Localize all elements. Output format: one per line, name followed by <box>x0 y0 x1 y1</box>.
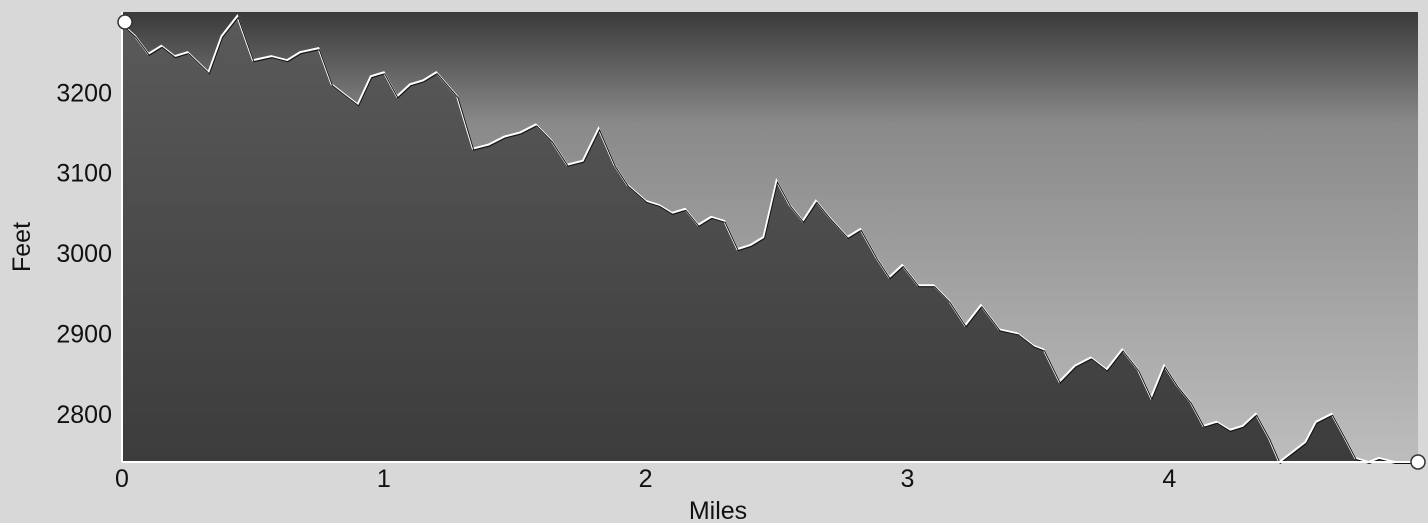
y-tick-label: 3100 <box>56 160 112 188</box>
x-axis-title: Miles <box>689 497 747 523</box>
area-layer <box>121 13 1412 465</box>
y-tick-label: 3000 <box>56 240 112 268</box>
x-tick-label: 1 <box>377 465 391 493</box>
start-marker <box>117 14 133 30</box>
x-tick-label: 2 <box>639 465 653 493</box>
y-tick-label: 2800 <box>56 401 112 429</box>
y-tick-label: 3200 <box>56 79 112 107</box>
x-tick-label: 0 <box>115 465 129 493</box>
x-tick-labels: 0 1 2 3 4 <box>115 465 1176 493</box>
elevation-line-shadow <box>122 16 1412 465</box>
y-axis-title: Feet <box>8 222 36 272</box>
y-tick-label: 2900 <box>56 320 112 348</box>
elevation-line <box>121 13 1411 464</box>
elevation-area <box>122 16 1411 462</box>
end-marker <box>1410 454 1426 470</box>
x-tick-label: 4 <box>1162 465 1176 493</box>
y-tick-labels: 3200 3100 3000 2900 2800 <box>56 79 112 428</box>
x-tick-label: 3 <box>901 465 915 493</box>
